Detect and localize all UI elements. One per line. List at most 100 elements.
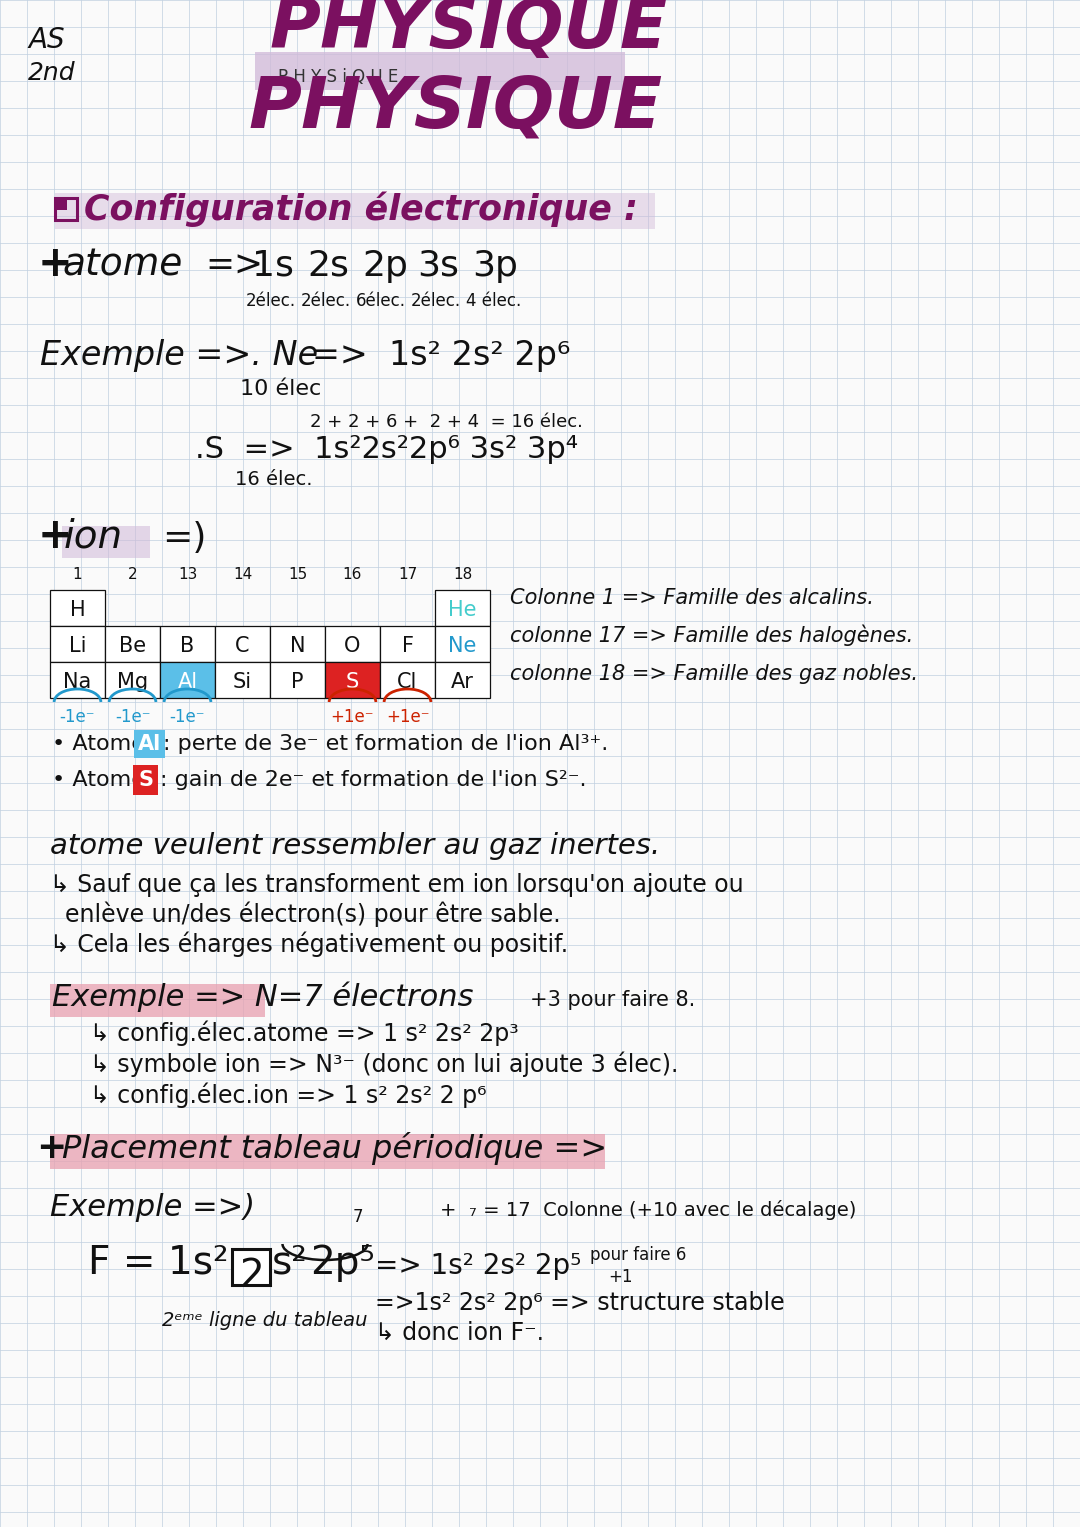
Text: Configuration électronique :: Configuration électronique :: [84, 191, 638, 228]
Text: 15: 15: [288, 567, 307, 582]
Text: 2élec.: 2élec.: [301, 292, 351, 310]
Text: • Atome: • Atome: [52, 734, 145, 754]
Text: AS: AS: [28, 26, 65, 53]
Text: 18: 18: [453, 567, 472, 582]
Text: 2: 2: [239, 1257, 264, 1295]
Bar: [215, 663, 270, 698]
Text: F: F: [402, 637, 414, 657]
Bar: [160, 663, 215, 698]
Text: 16 élec.: 16 élec.: [235, 470, 312, 489]
Bar: [55, 199, 67, 211]
Text: 2s: 2s: [307, 249, 349, 282]
Text: Al: Al: [177, 672, 198, 692]
Text: He: He: [448, 600, 476, 620]
Text: 1: 1: [72, 567, 82, 582]
Text: 6élec.: 6élec.: [356, 292, 406, 310]
Text: +: +: [38, 515, 72, 557]
Text: colonne 17 => Famille des halogènes.: colonne 17 => Famille des halogènes.: [510, 625, 914, 646]
Text: C: C: [235, 637, 249, 657]
Bar: [55, 199, 77, 220]
Text: 2p: 2p: [362, 249, 408, 282]
Text: =>: =>: [205, 249, 264, 282]
Text: 14: 14: [233, 567, 252, 582]
Bar: [50, 589, 105, 626]
Text: 2nd: 2nd: [28, 61, 76, 86]
Text: 2 + 2 + 6 +  2 + 4  = 16 élec.: 2 + 2 + 6 + 2 + 4 = 16 élec.: [310, 412, 583, 431]
Text: 3p: 3p: [472, 249, 518, 282]
Text: : perte de 3e⁻ et formation de l'ion Al³⁺.: : perte de 3e⁻ et formation de l'ion Al³…: [163, 734, 608, 754]
Text: S: S: [346, 672, 360, 692]
Bar: [435, 589, 490, 626]
Text: pour faire 6: pour faire 6: [590, 1246, 687, 1264]
Bar: [255, 52, 625, 90]
Bar: [50, 663, 105, 698]
Bar: [105, 626, 160, 663]
Text: 2élec.: 2élec.: [246, 292, 296, 310]
Bar: [325, 626, 380, 663]
Text: ↳ donc ion F⁻.: ↳ donc ion F⁻.: [375, 1321, 544, 1345]
Bar: [325, 663, 380, 698]
Text: S: S: [138, 770, 153, 789]
Text: ↳ config.élec.atome => 1 s² 2s² 2p³: ↳ config.élec.atome => 1 s² 2s² 2p³: [90, 1020, 518, 1046]
Text: 7: 7: [353, 1208, 364, 1226]
Bar: [50, 983, 265, 1017]
Text: =>  1s² 2s² 2p⁶: => 1s² 2s² 2p⁶: [312, 339, 570, 373]
Text: PHYSIQUE: PHYSIQUE: [248, 73, 662, 144]
Text: 2: 2: [127, 567, 137, 582]
Text: Li: Li: [69, 637, 86, 657]
Text: ↳ Cela les éharges négativement ou positif.: ↳ Cela les éharges négativement ou posit…: [50, 931, 568, 957]
Text: P: P: [292, 672, 303, 692]
Text: F = 1s²: F = 1s²: [87, 1245, 229, 1283]
Text: 10 élec: 10 élec: [240, 379, 321, 399]
Text: +1: +1: [608, 1267, 633, 1286]
Text: +1e⁻: +1e⁻: [386, 709, 429, 725]
Text: 3s: 3s: [417, 249, 459, 282]
Bar: [232, 1249, 270, 1286]
Text: ion: ion: [64, 518, 123, 556]
Text: 17: 17: [397, 567, 417, 582]
Bar: [160, 626, 215, 663]
Text: colonne 18 => Famille des gaz nobles.: colonne 18 => Famille des gaz nobles.: [510, 664, 918, 684]
Text: +: +: [36, 1132, 66, 1165]
Text: +  ₇ = 17  Colonne (+10 avec le décalage): + ₇ = 17 Colonne (+10 avec le décalage): [440, 1200, 856, 1220]
Text: 16: 16: [342, 567, 362, 582]
Text: Ne: Ne: [448, 637, 476, 657]
Bar: [50, 1135, 605, 1170]
Text: Na: Na: [64, 672, 92, 692]
Bar: [270, 663, 325, 698]
Bar: [380, 663, 435, 698]
Text: +3 pour faire 8.: +3 pour faire 8.: [530, 989, 696, 1009]
Text: PHYSIQUE: PHYSIQUE: [270, 0, 669, 63]
Text: Be: Be: [119, 637, 146, 657]
Text: ↳ symbole ion => N³⁻ (donc on lui ajoute 3 élec).: ↳ symbole ion => N³⁻ (donc on lui ajoute…: [90, 1052, 678, 1077]
Text: 2p⁵: 2p⁵: [310, 1245, 375, 1283]
Bar: [50, 626, 105, 663]
Text: Colonne 1 => Famille des alcalins.: Colonne 1 => Famille des alcalins.: [510, 588, 874, 608]
Bar: [380, 626, 435, 663]
Bar: [62, 525, 150, 557]
Text: Placement tableau périodique =>: Placement tableau périodique =>: [62, 1132, 607, 1165]
Text: ↳ config.élec.ion => 1 s² 2s² 2 p⁶: ↳ config.élec.ion => 1 s² 2s² 2 p⁶: [90, 1083, 486, 1109]
Bar: [270, 626, 325, 663]
Text: .S  =>  1s²2s²2p⁶ 3s² 3p⁴: .S => 1s²2s²2p⁶ 3s² 3p⁴: [195, 435, 578, 464]
Text: Mg: Mg: [117, 672, 148, 692]
Text: +: +: [38, 243, 72, 286]
Text: Al: Al: [138, 734, 161, 754]
Text: Cl: Cl: [397, 672, 418, 692]
Text: enlève un/des électron(s) pour être sable.: enlève un/des électron(s) pour être sabl…: [50, 901, 561, 927]
Text: =>1s² 2s² 2p⁶ => structure stable: =>1s² 2s² 2p⁶ => structure stable: [375, 1290, 785, 1315]
Text: N: N: [289, 637, 306, 657]
Text: atome veulent ressembler au gaz inertes.: atome veulent ressembler au gaz inertes.: [50, 832, 660, 860]
Text: : gain de 2e⁻ et formation de l'ion S²⁻.: : gain de 2e⁻ et formation de l'ion S²⁻.: [160, 770, 586, 789]
Text: => 1s² 2s² 2p⁵: => 1s² 2s² 2p⁵: [375, 1252, 581, 1280]
Text: Si: Si: [233, 672, 252, 692]
Bar: [105, 663, 160, 698]
Text: 2ᵉᵐᵉ ligne du tableau: 2ᵉᵐᵉ ligne du tableau: [162, 1312, 367, 1330]
Bar: [435, 663, 490, 698]
Text: =): =): [162, 521, 206, 554]
Text: 2élec.: 2élec.: [411, 292, 461, 310]
Text: B: B: [180, 637, 194, 657]
Text: s²: s²: [272, 1245, 308, 1283]
Text: atome: atome: [62, 247, 183, 284]
Text: Exemple =>. Ne: Exemple =>. Ne: [40, 339, 319, 373]
